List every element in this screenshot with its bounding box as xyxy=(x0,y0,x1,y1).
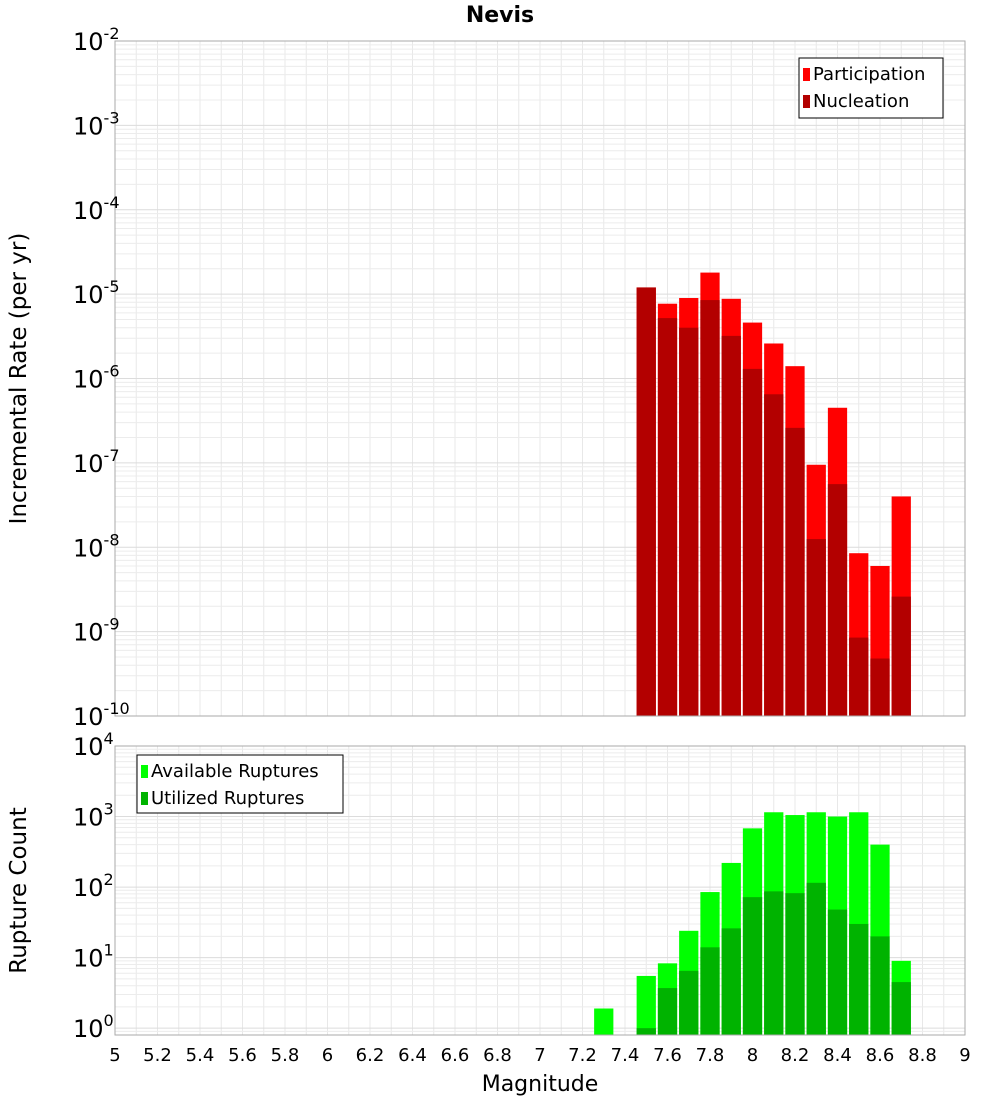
legend-1: Available Ruptures Utilized Ruptures xyxy=(136,754,344,814)
x-axis-label: Magnitude xyxy=(482,1072,599,1097)
legend-label: Available Ruptures xyxy=(151,761,319,782)
x-tick-label: 5 xyxy=(109,1045,120,1066)
x-tick-label: 8.8 xyxy=(908,1045,937,1066)
x-tick-label: 8.2 xyxy=(781,1045,810,1066)
bar-series-utilized-ruptures xyxy=(636,882,911,1035)
x-tick-label: 7 xyxy=(534,1045,545,1066)
y-tick-label: 10-4 xyxy=(73,193,120,225)
bar xyxy=(764,891,784,1035)
x-tick-label: 6.4 xyxy=(398,1045,427,1066)
x-tick-label: 7.4 xyxy=(611,1045,640,1066)
bar xyxy=(827,909,848,1035)
legend-0: Participation Nucleation xyxy=(798,57,944,119)
legend-label: Participation xyxy=(813,64,925,85)
bar xyxy=(679,327,699,716)
y-tick-label: 101 xyxy=(73,941,114,973)
bar xyxy=(594,1008,614,1035)
bar xyxy=(849,923,869,1035)
bar xyxy=(785,893,805,1035)
x-tick-label: 6.6 xyxy=(441,1045,470,1066)
x-tick-label: 5.6 xyxy=(228,1045,257,1066)
x-tick-label: 9 xyxy=(959,1045,970,1066)
x-tick-label: 8.4 xyxy=(823,1045,852,1066)
bar xyxy=(742,897,763,1035)
x-tick-label: 8.6 xyxy=(866,1045,895,1066)
y-tick-label: 10-9 xyxy=(73,615,120,647)
y-tick-label: 10-3 xyxy=(73,108,120,140)
bar xyxy=(785,427,805,716)
bar xyxy=(742,368,763,716)
y-tick-label: 104 xyxy=(73,729,114,761)
legend-box xyxy=(136,754,344,814)
bar xyxy=(636,287,656,716)
bar xyxy=(891,982,911,1035)
x-tick-label: 5.8 xyxy=(271,1045,300,1066)
legend-label: Utilized Ruptures xyxy=(151,788,304,809)
bar xyxy=(700,300,720,716)
bar xyxy=(721,335,741,716)
bar xyxy=(636,975,656,1035)
bar xyxy=(636,1028,656,1035)
x-tick-label: 7.2 xyxy=(568,1045,597,1066)
y-tick-label: 103 xyxy=(73,800,114,832)
bar xyxy=(679,970,699,1035)
bar xyxy=(806,882,826,1035)
x-tick-label: 5.2 xyxy=(143,1045,172,1066)
bar xyxy=(870,658,890,716)
y-axis-label: Rupture Count xyxy=(6,807,32,973)
y-tick-label: 10-2 xyxy=(73,24,120,56)
bar xyxy=(827,484,848,716)
legend-box xyxy=(798,57,944,119)
bar xyxy=(657,988,678,1035)
x-tick-label: 6.2 xyxy=(356,1045,385,1066)
legend-swatch xyxy=(803,95,810,108)
bar xyxy=(849,637,869,716)
plot-frame-0 xyxy=(114,40,966,717)
legend-swatch xyxy=(803,68,810,81)
plot-frame-1 xyxy=(114,745,966,1036)
grid-lines-0 xyxy=(115,41,965,716)
y-tick-label: 10-10 xyxy=(73,699,130,731)
y-tick-label: 10-6 xyxy=(73,362,120,394)
bar xyxy=(806,539,826,716)
bar xyxy=(764,394,784,716)
y-tick-label: 10-8 xyxy=(73,530,120,562)
y-tick-label: 100 xyxy=(73,1011,114,1043)
y-tick-label: 10-5 xyxy=(73,277,120,309)
legend-swatch xyxy=(141,765,148,778)
x-tick-label: 8 xyxy=(747,1045,758,1066)
y-tick-label: 10-7 xyxy=(73,446,120,478)
bar xyxy=(721,928,741,1035)
bar xyxy=(891,596,911,716)
chart-title: Nevis xyxy=(466,3,534,28)
bar xyxy=(870,936,890,1035)
x-tick-label: 5.4 xyxy=(186,1045,215,1066)
x-tick-label: 7.6 xyxy=(653,1045,682,1066)
bar-series-nucleation xyxy=(636,287,911,716)
x-tick-label: 6 xyxy=(322,1045,333,1066)
x-tick-label: 6.8 xyxy=(483,1045,512,1066)
y-axis-label: Incremental Rate (per yr) xyxy=(6,233,32,525)
y-tick-label: 102 xyxy=(73,870,114,902)
x-tick-label: 7.8 xyxy=(696,1045,725,1066)
bar xyxy=(700,947,720,1035)
legend-swatch xyxy=(141,792,148,805)
bar xyxy=(657,318,678,716)
legend-label: Nucleation xyxy=(813,91,909,112)
